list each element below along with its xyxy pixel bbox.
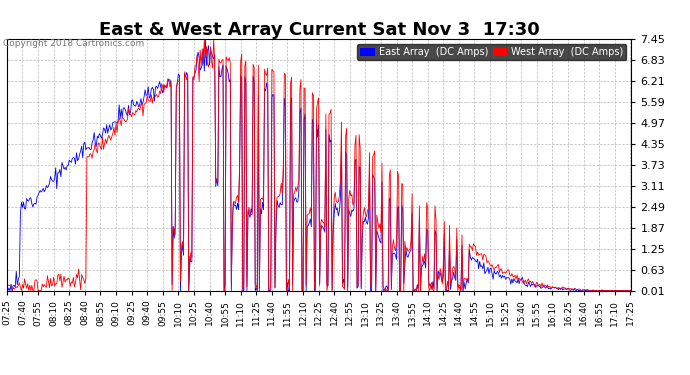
Line: West Array  (DC Amps): West Array (DC Amps) <box>7 39 631 291</box>
West Array  (DC Amps) <box>432 217 440 222</box>
East Array  (DC Amps) <box>362 215 370 219</box>
East Array  (DC Amps) <box>201 37 210 42</box>
West Array  (DC Amps) <box>326 111 334 116</box>
East Array  (DC Amps) <box>4 288 12 293</box>
East Array  (DC Amps) <box>569 288 578 292</box>
Line: East Array  (DC Amps): East Array (DC Amps) <box>7 39 631 291</box>
Text: Copyright 2018 Cartronics.com: Copyright 2018 Cartronics.com <box>3 39 145 48</box>
West Array  (DC Amps) <box>200 37 208 42</box>
West Array  (DC Amps) <box>202 44 210 49</box>
West Array  (DC Amps) <box>569 287 578 291</box>
East Array  (DC Amps) <box>627 288 635 293</box>
East Array  (DC Amps) <box>202 63 210 68</box>
East Array  (DC Amps) <box>326 140 334 144</box>
Legend: East Array  (DC Amps), West Array  (DC Amps): East Array (DC Amps), West Array (DC Amp… <box>357 44 627 60</box>
West Array  (DC Amps) <box>362 211 370 215</box>
West Array  (DC Amps) <box>3 284 11 289</box>
East Array  (DC Amps) <box>497 276 506 280</box>
East Array  (DC Amps) <box>3 286 11 291</box>
Title: East & West Array Current Sat Nov 3  17:30: East & West Array Current Sat Nov 3 17:3… <box>99 21 540 39</box>
West Array  (DC Amps) <box>627 288 635 293</box>
West Array  (DC Amps) <box>497 267 506 271</box>
East Array  (DC Amps) <box>432 232 440 237</box>
West Array  (DC Amps) <box>8 288 17 293</box>
